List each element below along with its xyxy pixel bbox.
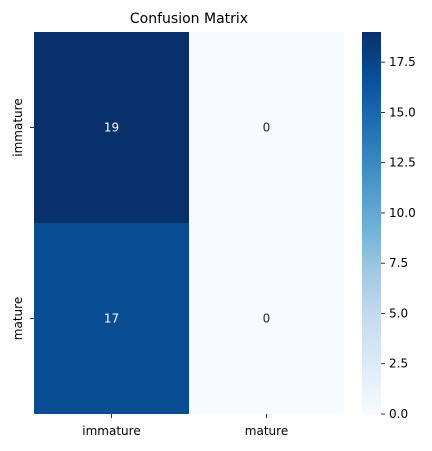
heatmap-cell bbox=[189, 32, 344, 223]
colorbar-tick-label: 5.0 bbox=[389, 306, 408, 320]
x-axis-ticks: immature mature bbox=[82, 414, 288, 438]
y-tick-label: mature bbox=[11, 297, 25, 340]
y-tick-label: immature bbox=[11, 98, 25, 156]
colorbar bbox=[362, 32, 381, 414]
colorbar-tick-label: 15.0 bbox=[389, 105, 416, 119]
colorbar-tick-label: 7.5 bbox=[389, 256, 408, 270]
x-tick-label: immature bbox=[82, 424, 140, 438]
colorbar-tick-label: 12.5 bbox=[389, 156, 416, 170]
chart-title: Confusion Matrix bbox=[130, 11, 248, 27]
cell-value-label: 17 bbox=[104, 312, 119, 326]
colorbar-tick-label: 10.0 bbox=[389, 206, 416, 220]
heatmap-cells: 19 0 17 0 bbox=[34, 32, 344, 414]
x-tick-label: mature bbox=[245, 424, 288, 438]
cell-value-label: 0 bbox=[263, 121, 271, 135]
y-axis-ticks: immature mature bbox=[11, 98, 34, 340]
cell-value-label: 19 bbox=[104, 121, 119, 135]
heatmap-cell bbox=[34, 32, 189, 223]
cell-value-label: 0 bbox=[263, 312, 271, 326]
colorbar-tick-label: 0.0 bbox=[389, 407, 408, 421]
heatmap-cell bbox=[189, 223, 344, 414]
heatmap-cell bbox=[34, 223, 189, 414]
colorbar-tick-label: 2.5 bbox=[389, 357, 408, 371]
colorbar-ticks: 0.0 2.5 5.0 7.5 10.0 12.5 15.0 17.5 bbox=[381, 55, 416, 421]
colorbar-tick-label: 17.5 bbox=[389, 55, 416, 69]
